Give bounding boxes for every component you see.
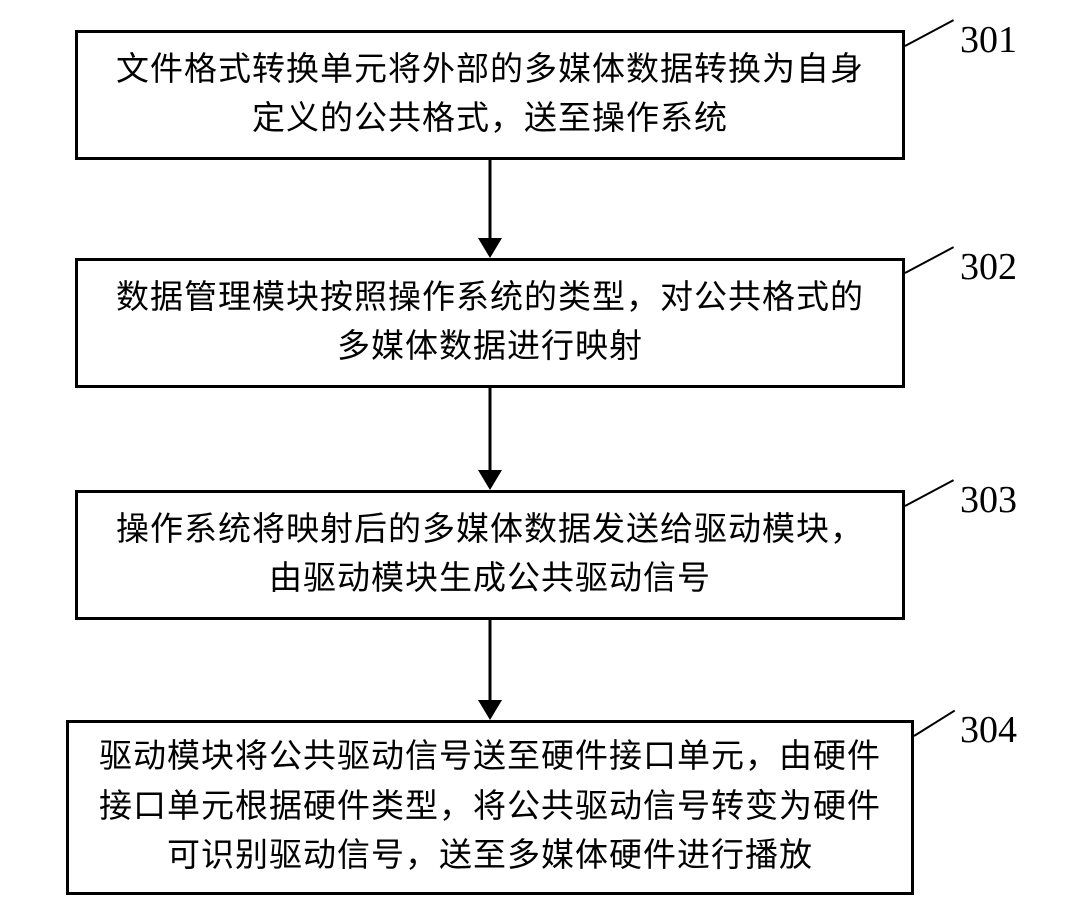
- label-connector-4: [913, 710, 955, 737]
- arrow-3-head: [478, 700, 502, 720]
- arrow-2-head: [478, 470, 502, 490]
- flow-step-2-text: 数据管理模块按照操作系统的类型，对公共格式的多媒体数据进行映射: [103, 274, 877, 373]
- flowchart-container: 文件格式转换单元将外部的多媒体数据转换为自身定义的公共格式，送至操作系统 301…: [0, 0, 1069, 902]
- flow-step-4: 驱动模块将公共驱动信号送至硬件接口单元，由硬件接口单元根据硬件类型，将公共驱动信…: [66, 720, 914, 895]
- arrow-1-line: [489, 160, 492, 238]
- step-label-1: 301: [960, 18, 1017, 62]
- step-label-4: 304: [960, 708, 1017, 752]
- flow-step-3-text: 操作系统将映射后的多媒体数据发送给驱动模块，由驱动模块生成公共驱动信号: [103, 506, 877, 605]
- flow-step-4-text: 驱动模块将公共驱动信号送至硬件接口单元，由硬件接口单元根据硬件类型，将公共驱动信…: [94, 733, 886, 882]
- arrow-3-line: [489, 620, 492, 700]
- flow-step-1-text: 文件格式转换单元将外部的多媒体数据转换为自身定义的公共格式，送至操作系统: [103, 46, 877, 145]
- label-connector-3: [905, 479, 955, 507]
- step-label-3: 303: [960, 478, 1017, 522]
- flow-step-3: 操作系统将映射后的多媒体数据发送给驱动模块，由驱动模块生成公共驱动信号: [75, 490, 905, 620]
- flow-step-1: 文件格式转换单元将外部的多媒体数据转换为自身定义的公共格式，送至操作系统: [75, 30, 905, 160]
- step-label-2: 302: [960, 245, 1017, 289]
- arrow-1-head: [478, 238, 502, 258]
- label-connector-1: [905, 19, 955, 47]
- label-connector-2: [905, 246, 955, 274]
- arrow-2-line: [489, 388, 492, 470]
- flow-step-2: 数据管理模块按照操作系统的类型，对公共格式的多媒体数据进行映射: [75, 258, 905, 388]
